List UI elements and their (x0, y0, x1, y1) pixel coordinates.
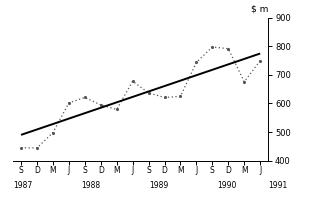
Text: $ m: $ m (251, 4, 268, 14)
Text: 1988: 1988 (81, 182, 100, 190)
Text: 1987: 1987 (13, 182, 32, 190)
Text: 1989: 1989 (149, 182, 168, 190)
Text: 1990: 1990 (217, 182, 236, 190)
Text: 1991: 1991 (268, 182, 287, 190)
